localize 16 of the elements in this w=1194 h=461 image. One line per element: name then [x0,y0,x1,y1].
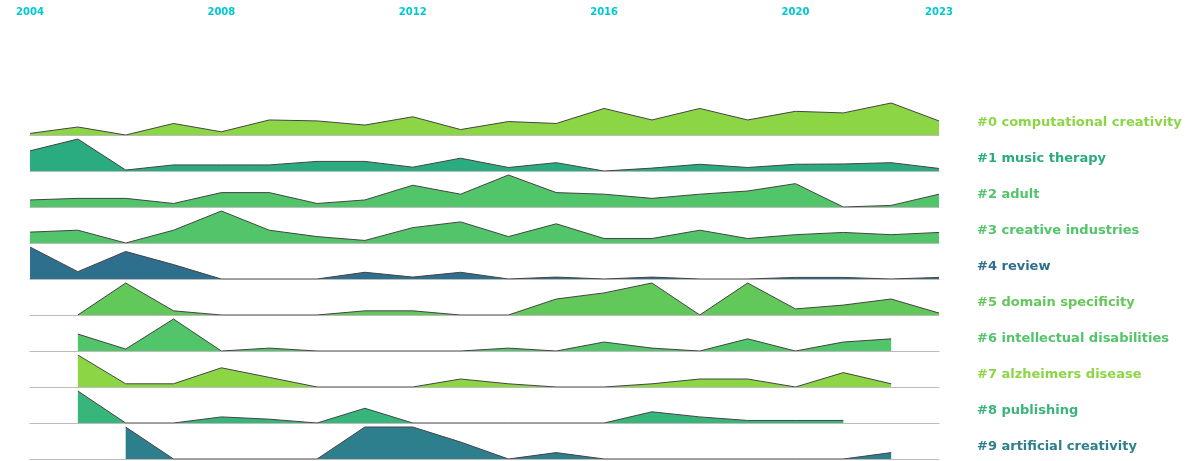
x-tick-label: 2012 [398,5,427,17]
text: #5 domain specificity [977,294,1136,309]
text: #1 music therapy [977,150,1107,165]
text: #3 creative industries [977,222,1140,237]
x-tick-label: 2020 [781,5,810,17]
text: #2 adult [977,186,1040,201]
text: #0 computational creativity [977,114,1183,129]
x-tick-label: 2004 [16,5,44,17]
text: #8 publishing [977,402,1079,417]
text: #7 alzheimers disease [977,366,1142,381]
text: #9 artificial creativity [977,438,1138,453]
text: #6 intellectual disabilities [977,330,1170,345]
x-tick-label: 2016 [590,5,619,17]
x-tick-label: 2023 [925,5,953,17]
x-tick-label: 2008 [207,5,236,17]
text: #4 review [977,258,1051,273]
